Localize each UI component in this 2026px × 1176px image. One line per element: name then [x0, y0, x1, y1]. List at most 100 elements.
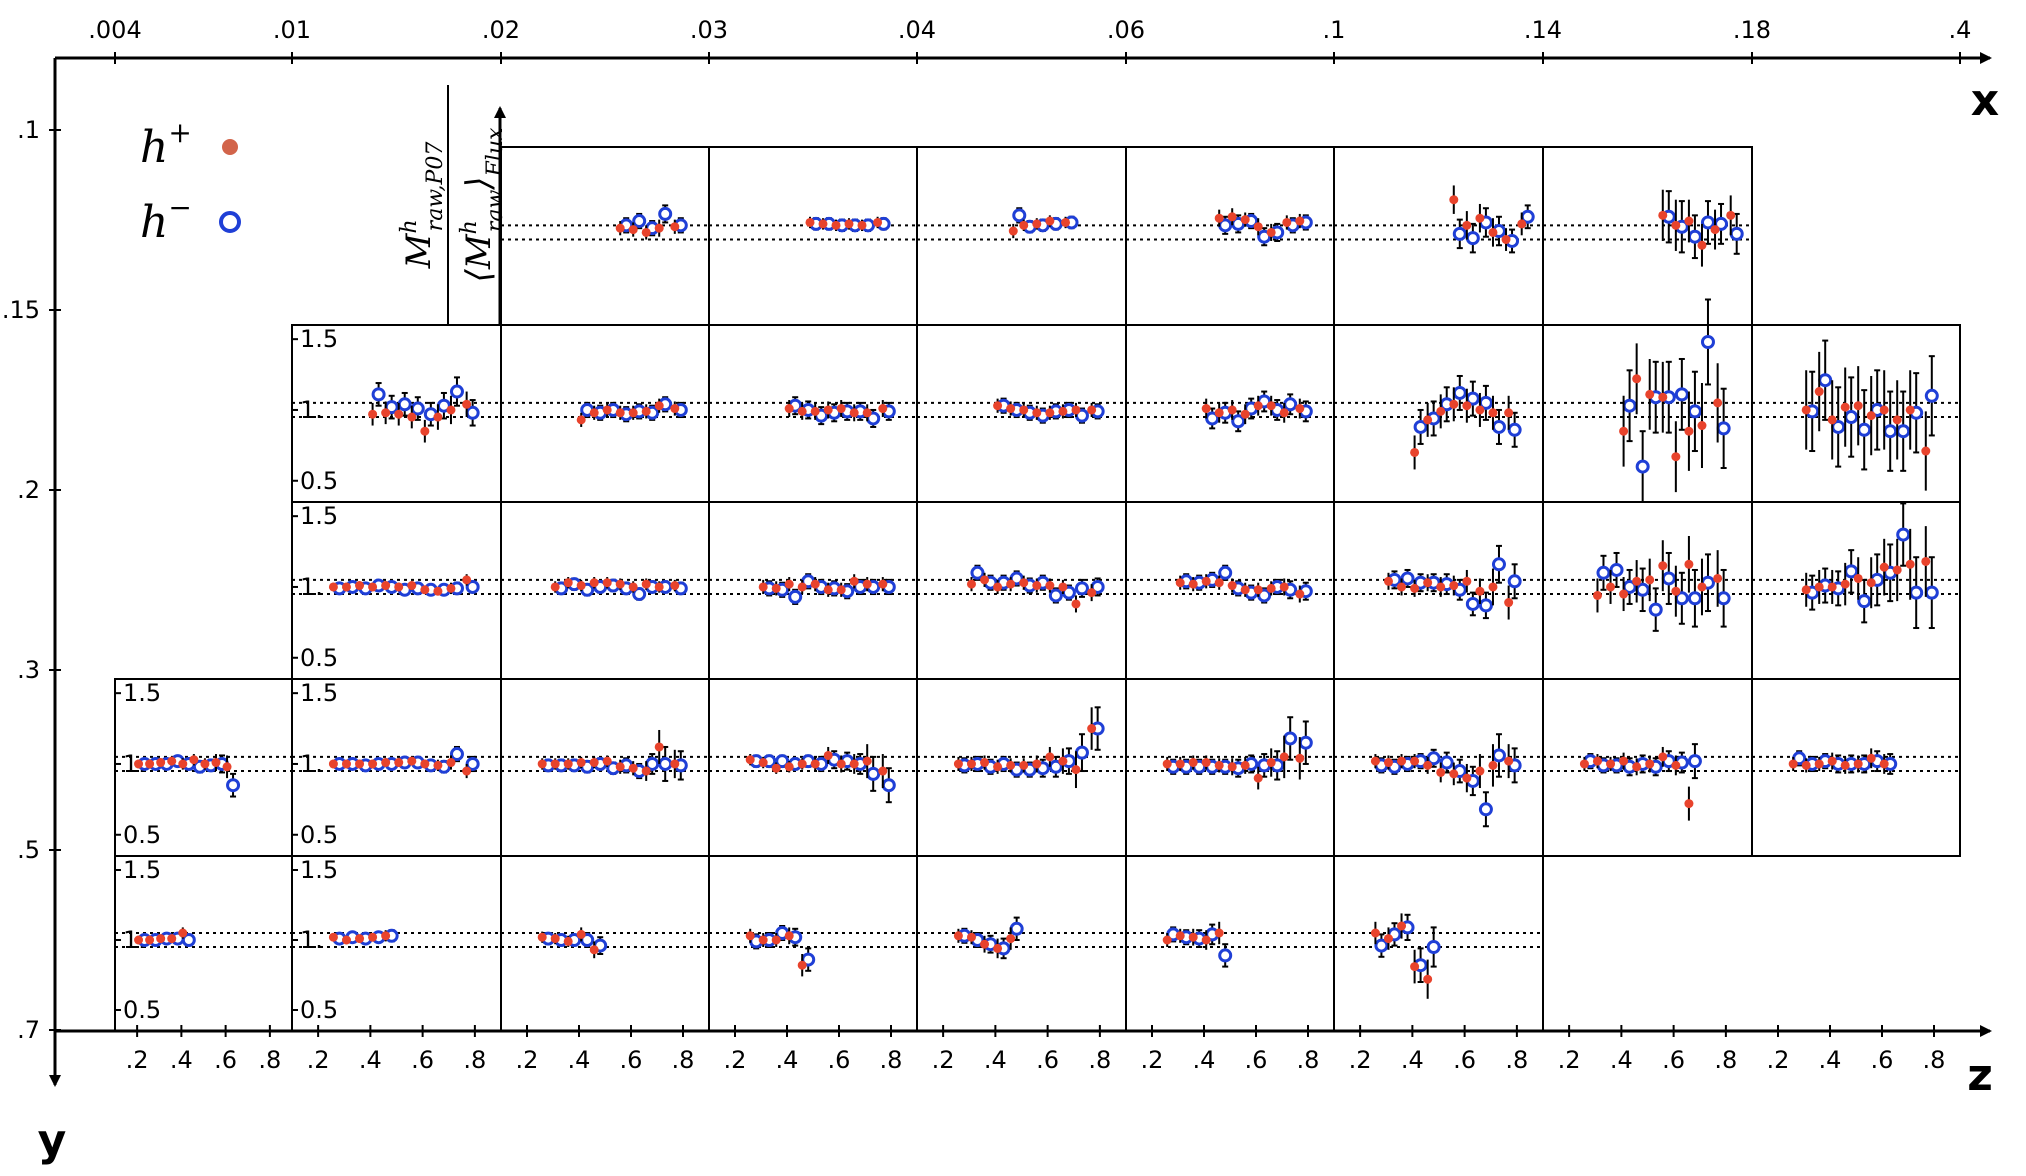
h-plus-point	[771, 763, 781, 773]
h-minus-point	[1844, 564, 1859, 579]
h-plus-point	[1383, 934, 1393, 944]
z-tick-label: .4	[984, 1046, 1007, 1074]
h-plus-point	[1475, 586, 1485, 596]
h-plus-point	[1788, 759, 1798, 769]
h-plus-point	[1279, 408, 1289, 418]
x-tick-label: .14	[1524, 16, 1562, 44]
h-plus-point	[1801, 405, 1811, 415]
h-minus-point	[1896, 424, 1911, 439]
h-minus-point	[1687, 404, 1702, 419]
h-plus-point	[1436, 767, 1446, 777]
h-plus-point	[1853, 759, 1863, 769]
h-plus-point	[1201, 758, 1211, 768]
h-plus-point	[1684, 426, 1694, 436]
h-minus-point	[658, 206, 673, 221]
h-plus-point	[1710, 225, 1720, 235]
h-plus-point	[1266, 227, 1276, 237]
h-plus-point	[849, 408, 859, 418]
h-plus-point	[670, 404, 680, 414]
ratio-label-sub: raw,P07	[423, 142, 448, 232]
h-plus-point	[576, 415, 586, 425]
h-plus-point	[134, 935, 144, 945]
z-tick-label: .2	[724, 1046, 747, 1074]
h-plus-point	[1410, 583, 1420, 593]
h-plus-point	[1410, 962, 1420, 972]
h-minus-point	[1883, 424, 1898, 439]
svg-text:h−: h−	[140, 191, 192, 248]
h-minus-point	[1257, 229, 1272, 244]
h-plus-point	[771, 935, 781, 945]
panel	[916, 855, 1127, 1032]
ratio-label-den-flux: Flux	[483, 127, 508, 177]
z-tick-label: .6	[1453, 1046, 1476, 1074]
h-plus-point	[1853, 401, 1863, 411]
h-plus-point	[1008, 226, 1018, 236]
panel-grid: 1.51.0.51.51.0.51.51.0.51.51.0.51.51.0.5…	[114, 146, 1961, 1032]
h-minus-point	[1426, 940, 1441, 954]
h-plus-point	[810, 759, 820, 769]
h-plus-point	[1410, 756, 1420, 766]
h-plus-point	[355, 759, 365, 769]
h-minus-point	[1491, 419, 1506, 434]
h-plus-point	[394, 582, 404, 592]
h-plus-point	[641, 766, 651, 776]
z-tick-label: .8	[672, 1046, 695, 1074]
h-plus-point	[407, 581, 417, 591]
h-plus-point	[550, 759, 560, 769]
h-plus-point	[381, 931, 391, 941]
z-tick-label: .4	[1193, 1046, 1216, 1074]
h-minus-point	[632, 214, 647, 229]
h-plus-point	[200, 759, 210, 769]
h-plus-point	[818, 219, 828, 229]
panel: 1.5 1. 0.5	[291, 855, 502, 1032]
h-plus-point	[1697, 240, 1707, 250]
h-plus-point	[1658, 561, 1668, 571]
h-plus-point	[1713, 573, 1723, 583]
h-plus-point	[993, 582, 1003, 592]
z-tick-label: .6	[1662, 1046, 1685, 1074]
h-plus-point	[341, 935, 351, 945]
h-plus-point	[1921, 446, 1931, 456]
ratio-tick-label: 1.5	[300, 325, 338, 353]
y-tick-label: .2	[17, 476, 40, 504]
z-tick-label: .4	[1819, 1046, 1842, 1074]
h-plus-point	[1295, 404, 1305, 414]
h-plus-point	[758, 758, 768, 768]
panel	[1751, 324, 1961, 503]
x-axis: .004 .01 .02 .03 .04 .06 .1 .14 .18 .4 x	[55, 16, 1999, 126]
h-plus-point	[1488, 760, 1498, 770]
h-plus-point	[341, 759, 351, 769]
ratio-label-numerator: M	[399, 232, 439, 269]
h-plus-point	[1227, 762, 1237, 772]
ratio-label-den-open: ⟨M	[459, 233, 499, 282]
h-minus-point	[1716, 421, 1731, 436]
h-minus-point	[1283, 731, 1298, 746]
h-minus-point	[226, 778, 241, 793]
y-tick-label: .1	[17, 116, 40, 144]
h-minus-point	[775, 754, 790, 769]
h-plus-point	[1592, 590, 1602, 600]
ratio-tick-label: 0.5	[123, 996, 161, 1024]
h-plus-point	[1814, 387, 1824, 397]
z-tick-label: .8	[1088, 1046, 1111, 1074]
z-tick-label: .4	[1610, 1046, 1633, 1074]
h-minus-point	[881, 778, 896, 793]
z-tick-label: .8	[1505, 1046, 1528, 1074]
h-plus-point	[211, 758, 221, 768]
panel-frame	[708, 146, 918, 326]
ratio-tick-label: 1.5	[300, 502, 338, 530]
y-tick-label: .15	[2, 296, 40, 324]
h-plus-point	[368, 409, 378, 419]
h-plus-point	[433, 586, 443, 596]
h-minus-point	[449, 747, 464, 762]
h-plus-point	[1188, 758, 1198, 768]
h-plus-point	[1295, 216, 1305, 226]
h-minus-point	[1439, 755, 1454, 770]
h-plus-point	[1071, 405, 1081, 415]
h-plus-point	[381, 758, 391, 768]
h-plus-point	[1061, 217, 1071, 227]
h-plus-point	[1449, 195, 1459, 205]
h-plus-point	[1162, 759, 1172, 769]
ratio-tick-label: 0.5	[300, 644, 338, 672]
z-axis: .2 .4 .6 .8 .2 .4 .6 .8 .2 .4 .6 .8 .2 .4 .6 .8 .2 .4 .6 .8…	[55, 1025, 1993, 1101]
